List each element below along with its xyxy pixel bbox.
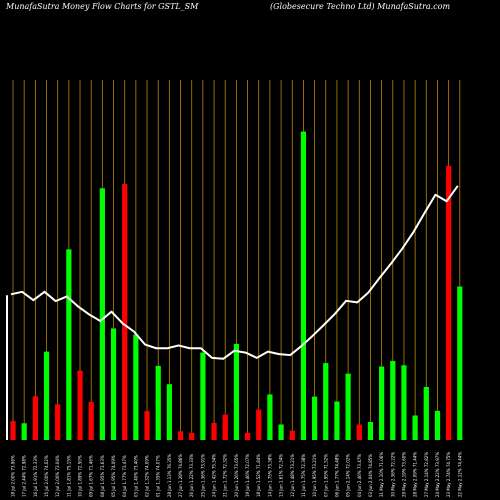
x-tick-label: 12 Jun 1.48% 73.21%	[290, 454, 295, 497]
chart-title-right: (Globesecure Techno Ltd) MunafaSutra.com	[270, 2, 451, 11]
x-tick-label: 07 Jun 1.95% 71.52%	[323, 454, 328, 497]
money-flow-bar	[256, 409, 262, 440]
x-tick-label: 04 Jun 2.46% 73.47%	[357, 454, 362, 497]
money-flow-bar	[189, 432, 195, 440]
money-flow-bar	[412, 415, 418, 440]
money-flow-bar	[244, 432, 251, 440]
money-flow-bar	[55, 404, 61, 440]
x-tick-label: 18 Jun 1.52% 71.84%	[256, 454, 261, 497]
x-tick-label: 26 Jun 1.22% 73.33%	[189, 454, 194, 497]
x-tick-label: 14 Jun 1.75% 73.38%	[267, 454, 272, 497]
x-tick-label: 06 Jun 1.77% 74.48%	[334, 454, 339, 497]
money-flow-bar	[21, 423, 27, 440]
x-tick-label: 10 Jun 1.95% 73.21%	[312, 454, 317, 497]
x-tick-label: 23 May 2.74% 74.75%	[446, 452, 451, 497]
x-tick-label: 29 May 2.19% 73.60%	[401, 452, 406, 497]
x-tick-label: 20 Jun 1.26% 73.65%	[234, 454, 239, 497]
x-tick-label: 22 May 2.12% 74.44%	[457, 452, 462, 497]
x-tick-label: 02 Jul 1.32% 74.09%	[145, 455, 150, 497]
x-tick-label: 24 May 2.22% 73.97%	[435, 452, 440, 497]
money-flow-line-path	[10, 185, 459, 360]
x-tick-label: 05 Jul 1.95% 74.09%	[111, 455, 116, 497]
money-flow-bar	[379, 366, 385, 440]
money-flow-bar	[390, 360, 396, 440]
money-flow-bar	[32, 396, 38, 440]
x-tick-label: 08 Jul 1.95% 73.63%	[100, 455, 105, 497]
money-flow-line	[6, 185, 459, 440]
x-tick-label: 30 May 2.36% 72.22%	[390, 452, 395, 497]
x-tick-label: 25 Jun 1.36% 73.91%	[200, 454, 205, 497]
money-flow-bar	[401, 365, 407, 440]
x-axis-labels: 18 Jul 2.00% 73.96% 17 Jul 2.44% 72.98% 16…	[11, 452, 463, 497]
x-tick-label: 01 Jul 1.35% 74.07%	[156, 455, 161, 497]
money-flow-bar	[211, 422, 217, 440]
money-flow-bar	[423, 386, 429, 440]
money-flow-bar	[133, 334, 139, 440]
money-flow-bar	[43, 351, 50, 440]
x-tick-label: 03 Jun 2.04% 74.85%	[368, 454, 373, 497]
x-tick-label: 28 Jun 1.13% 76.35%	[167, 454, 172, 497]
money-flow-bar	[88, 401, 94, 440]
money-flow-bar	[200, 352, 206, 440]
money-flow-bar	[144, 411, 150, 440]
money-flow-bar	[99, 188, 105, 440]
money-flow-bar	[155, 365, 161, 440]
x-tick-label: 05 Jun 2.14% 72.02%	[346, 454, 351, 497]
x-tick-label: 21 Jun 1.72% 72.32%	[223, 454, 228, 497]
money-flow-bar	[233, 343, 239, 440]
money-flow-bar	[289, 430, 295, 440]
money-flow-bar	[166, 384, 172, 440]
money-flow-bar	[334, 401, 340, 440]
x-tick-label: 24 Jun 1.42% 75.34%	[212, 454, 217, 497]
money-flow-bar	[222, 414, 228, 440]
money-flow-bar	[177, 431, 184, 440]
money-flow-bar	[446, 165, 452, 440]
money-flow-bar	[356, 424, 362, 440]
x-tick-label: 18 Jul 2.00% 73.96%	[11, 455, 16, 497]
x-tick-label: 17 Jul 2.44% 72.98%	[22, 455, 27, 497]
x-tick-label: 10 Jul 1.89% 72.50%	[78, 455, 83, 497]
x-tick-label: 11 Jul 1.81% 75.15%	[66, 455, 71, 497]
chart-title-left: MunafaSutra Money Flow Charts for GSTL_S…	[6, 2, 199, 11]
money-flow-bar	[66, 249, 72, 440]
x-tick-label: 09 Jul 1.67% 71.46%	[89, 455, 94, 497]
bars	[10, 131, 463, 441]
money-flow-bar	[323, 363, 329, 440]
money-flow-bar	[122, 183, 128, 440]
money-flow-bar	[367, 422, 374, 440]
money-flow-bar	[300, 131, 307, 441]
x-tick-label: 27 Jun 1.28% 74.86%	[178, 454, 183, 497]
money-flow-bar	[345, 373, 351, 440]
x-tick-label: 16 Jul 1.91% 72.33%	[33, 455, 38, 497]
money-flow-bar	[110, 328, 117, 440]
money-flow-bar	[311, 396, 318, 440]
x-tick-label: 31 May 2.10% 71.06%	[379, 452, 384, 497]
x-tick-label: 12 Jul 2.00% 73.04%	[55, 455, 60, 497]
money-flow-bar	[278, 424, 284, 440]
money-flow-bar	[77, 370, 83, 440]
money-flow-bar	[10, 421, 16, 440]
money-flow-bar	[434, 410, 441, 440]
x-tick-label: 03 Jul 1.40% 73.40%	[133, 455, 138, 497]
x-tick-label: 13 Jun 1.61% 72.34%	[279, 454, 284, 497]
x-tick-label: 15 Jul 2.00% 74.02%	[44, 455, 49, 497]
x-tick-label: 28 May 2.09% 71.44%	[413, 452, 418, 497]
money-flow-bar	[457, 286, 463, 440]
x-tick-label: 11 Jun 1.75% 72.38%	[301, 454, 306, 497]
x-tick-label: 27 May 2.14% 72.82%	[424, 452, 429, 497]
x-tick-label: 04 Jul 1.77% 73.47%	[122, 455, 127, 497]
money-flow-bar	[267, 394, 273, 440]
x-tick-label: 19 Jun 1.46% 72.07%	[245, 454, 250, 497]
